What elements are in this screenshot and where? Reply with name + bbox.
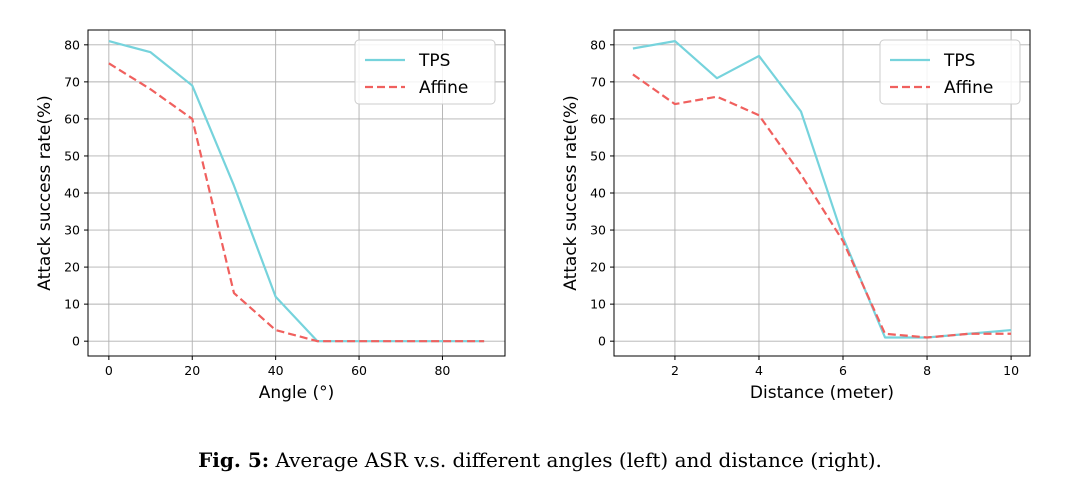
y-tick-label: 30 bbox=[590, 223, 606, 238]
y-tick-label: 80 bbox=[64, 37, 80, 52]
y-tick-label: 60 bbox=[590, 111, 606, 126]
series-line-affine bbox=[108, 62, 485, 343]
x-tick-label: 80 bbox=[434, 363, 450, 378]
y-tick-label: 30 bbox=[64, 223, 80, 238]
y-tick-label: 60 bbox=[64, 111, 80, 126]
y-tick-label: 0 bbox=[598, 334, 606, 349]
y-tick-label: 40 bbox=[64, 186, 80, 201]
legend-label-affine: Affine bbox=[944, 78, 993, 98]
y-axis-label: Attack success rate(%) bbox=[561, 95, 581, 291]
figure-caption: Fig. 5: Average ASR v.s. different angle… bbox=[0, 448, 1080, 472]
y-tick-label: 20 bbox=[590, 260, 606, 275]
x-tick-label: 6 bbox=[839, 363, 847, 378]
chart-left-angle: 0 20 40 60 80 0 10 20 30 40 50 60 70 80 Angle (°) Attac… bbox=[35, 29, 506, 403]
y-tick-label: 10 bbox=[590, 297, 606, 312]
legend-label-affine: Affine bbox=[419, 78, 468, 98]
y-tick-label: 70 bbox=[64, 74, 80, 89]
x-tick-label: 10 bbox=[1003, 363, 1019, 378]
y-tick-label: 20 bbox=[64, 260, 80, 275]
x-tick-label: 20 bbox=[184, 363, 200, 378]
caption-label: Fig. 5: bbox=[198, 448, 270, 472]
caption-text: Average ASR v.s. different angles (left)… bbox=[275, 448, 882, 472]
legend-label-tps: TPS bbox=[418, 51, 450, 71]
x-tick-label: 8 bbox=[923, 363, 931, 378]
legend-label-tps: TPS bbox=[943, 51, 975, 71]
x-axis-label: Angle (°) bbox=[259, 383, 335, 403]
x-tick-label: 0 bbox=[105, 363, 113, 378]
chart-right-distance: 2 4 6 8 10 0 10 20 30 40 50 60 70 80 Distance (meter) A… bbox=[561, 29, 1031, 403]
y-tick-label: 40 bbox=[590, 186, 606, 201]
series-line-affine bbox=[632, 73, 1012, 339]
x-tick-label: 4 bbox=[755, 363, 763, 378]
x-tick-label: 60 bbox=[351, 363, 367, 378]
y-tick-label: 50 bbox=[590, 148, 606, 163]
y-tick-label: 70 bbox=[590, 74, 606, 89]
y-axis-label: Attack success rate(%) bbox=[35, 95, 55, 291]
x-tick-label: 2 bbox=[671, 363, 679, 378]
axes-frame bbox=[87, 29, 506, 357]
y-tick-label: 0 bbox=[72, 334, 80, 349]
y-tick-label: 10 bbox=[64, 297, 80, 312]
y-tick-label: 80 bbox=[590, 37, 606, 52]
x-tick-label: 40 bbox=[268, 363, 284, 378]
axes-frame bbox=[613, 29, 1031, 357]
x-axis-label: Distance (meter) bbox=[750, 383, 894, 403]
y-tick-label: 50 bbox=[64, 148, 80, 163]
